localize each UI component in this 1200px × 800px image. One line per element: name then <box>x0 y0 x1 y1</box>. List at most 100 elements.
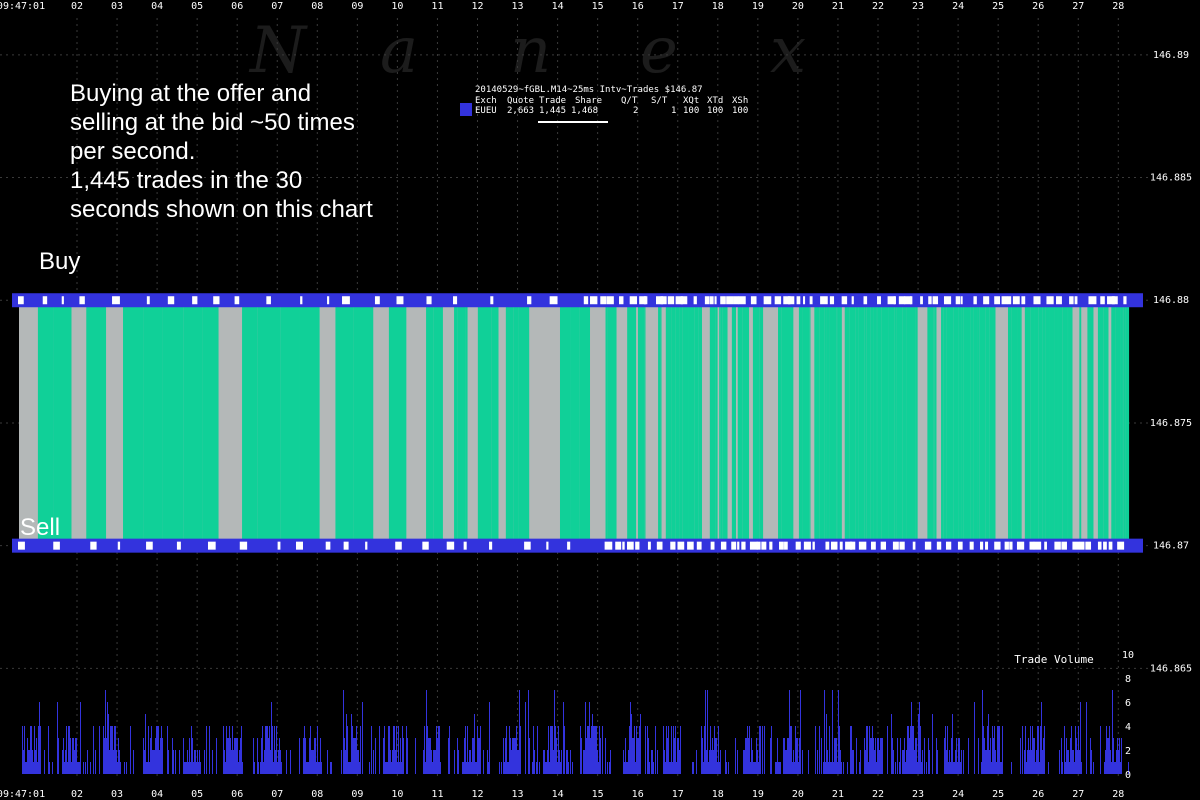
volume-bar <box>503 738 504 774</box>
volume-bar <box>212 750 213 774</box>
volume-bar <box>833 762 834 774</box>
volume-bar <box>1115 762 1116 774</box>
trade-band <box>943 300 947 546</box>
volume-bar <box>655 726 656 774</box>
watermark-letter: n <box>510 14 552 88</box>
trade-band <box>636 300 638 546</box>
trade-band <box>963 300 971 546</box>
volume-bar <box>236 738 237 774</box>
trade-band <box>559 300 571 546</box>
volume-bar <box>959 738 960 774</box>
volume-bar <box>988 714 989 774</box>
volume-bar <box>115 726 116 774</box>
volume-bar <box>693 762 694 774</box>
volume-bar <box>560 762 561 774</box>
quote-tick <box>600 296 607 305</box>
volume-bar <box>57 702 58 774</box>
legend-row-cell: 2 <box>633 106 638 116</box>
volume-bar <box>1029 750 1030 774</box>
volume-bar <box>787 738 788 774</box>
quote-tick <box>910 296 913 305</box>
quote-tick <box>924 541 932 550</box>
volume-bar <box>299 738 300 774</box>
volume-bar <box>232 726 233 774</box>
volume-bar <box>994 726 995 774</box>
volume-bar <box>821 738 822 774</box>
volume-bar <box>954 762 955 774</box>
volume-bar <box>391 762 392 774</box>
volume-bar <box>155 738 156 774</box>
x-tick-label: 16 <box>632 1 644 12</box>
volume-bar <box>270 750 271 774</box>
volume-bar <box>950 762 951 774</box>
volume-bar <box>823 762 824 774</box>
quote-tick <box>795 541 801 550</box>
volume-bar <box>703 762 704 774</box>
volume-bar <box>424 726 425 774</box>
volume-bar <box>1024 750 1025 774</box>
x-tick-label: 26 <box>1032 789 1044 800</box>
volume-bar <box>303 738 304 774</box>
volume-bar <box>712 738 713 774</box>
volume-bar <box>704 726 705 774</box>
trade-band <box>749 300 753 546</box>
volume-bar <box>343 690 344 774</box>
trade-band <box>1108 300 1112 546</box>
volume-bar <box>596 726 597 774</box>
volume-bar <box>162 738 163 774</box>
watermark-letter: a <box>380 14 419 88</box>
quote-tick <box>527 296 532 305</box>
x-tick-label: 28 <box>1112 1 1124 12</box>
trade-band <box>1042 300 1046 546</box>
trade-band <box>433 300 443 546</box>
legend-header-cell: S/T <box>651 96 668 106</box>
volume-bar <box>69 726 70 774</box>
volume-bar <box>34 726 35 774</box>
volume-bar <box>588 726 589 774</box>
volume-bar <box>532 762 533 774</box>
volume-bar <box>387 762 388 774</box>
volume-bar <box>1026 762 1027 774</box>
volume-bar <box>986 750 987 774</box>
trade-band <box>824 300 827 546</box>
volume-bar <box>788 738 789 774</box>
volume-bar <box>631 714 632 774</box>
volume-bar <box>1091 750 1092 774</box>
volume-bar <box>77 762 78 774</box>
volume-bar <box>651 750 652 774</box>
volume-bar <box>67 762 68 774</box>
annotation-line: per second. <box>70 138 196 165</box>
volume-bar <box>469 750 470 774</box>
trade-band <box>442 300 455 546</box>
quote-tick <box>42 296 48 305</box>
volume-bar <box>665 762 666 774</box>
quote-tick <box>524 541 531 550</box>
quote-tick <box>936 541 942 550</box>
volume-bar <box>696 750 697 774</box>
trade-band <box>1120 300 1123 546</box>
quote-tick <box>720 541 727 550</box>
quote-tick <box>1016 541 1025 550</box>
volume-bar <box>609 762 610 774</box>
quote-tick <box>549 296 558 305</box>
volume-bar <box>24 726 25 774</box>
volume-bar <box>991 762 992 774</box>
volume-bar <box>1061 738 1062 774</box>
volume-bar <box>568 762 569 774</box>
volume-bar <box>792 762 793 774</box>
volume-bar <box>1043 738 1044 774</box>
volume-bar <box>558 726 559 774</box>
volume-bar <box>667 738 668 774</box>
volume-bar <box>921 762 922 774</box>
trade-band <box>993 300 996 546</box>
volume-bar <box>1093 762 1094 774</box>
quote-tick <box>1054 541 1061 550</box>
volume-bar <box>952 714 953 774</box>
volume-bar <box>987 726 988 774</box>
x-tick-label: 20 <box>792 789 804 800</box>
volume-bar <box>584 750 585 774</box>
volume-bar <box>183 738 184 774</box>
trade-band <box>829 300 837 546</box>
trade-band <box>1081 300 1088 546</box>
volume-bar <box>261 738 262 774</box>
